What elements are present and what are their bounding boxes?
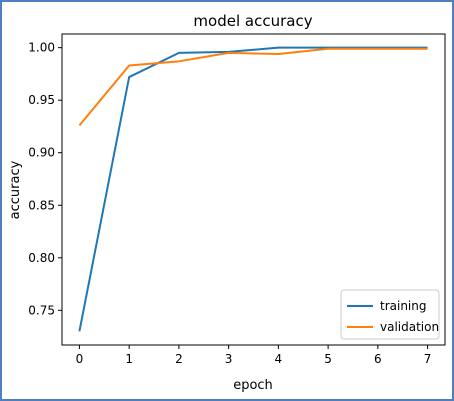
x-tick-label: 4 (275, 352, 283, 366)
y-axis-ticks: 0.75 0.80 0.85 0.90 0.95 1.00 (28, 41, 62, 317)
series-line-validation (78, 47, 428, 127)
x-axis-label: epoch (233, 378, 273, 393)
legend-label-training: training (380, 299, 427, 313)
plot-area (61, 33, 446, 346)
plot-series (78, 46, 428, 332)
y-tick-label: 0.85 (28, 198, 55, 212)
x-axis-ticks: 0 1 2 3 4 5 6 7 (76, 345, 432, 366)
x-tick-label: 2 (175, 352, 183, 366)
x-tick-label: 7 (424, 352, 432, 366)
y-axis-label: accuracy (8, 160, 23, 219)
x-tick-label: 6 (374, 352, 382, 366)
y-tick-label: 0.95 (28, 93, 55, 107)
y-tick-label: 0.90 (28, 146, 55, 160)
y-tick-label: 1.00 (28, 41, 55, 55)
x-tick-label: 3 (225, 352, 233, 366)
x-tick-label: 1 (125, 352, 133, 366)
series-line-training (78, 46, 428, 332)
legend-label-validation: validation (380, 320, 439, 334)
y-tick-label: 0.75 (28, 303, 55, 317)
x-tick-label: 0 (76, 352, 84, 366)
chart-title: model accuracy (193, 12, 312, 30)
y-tick-label: 0.80 (28, 251, 55, 265)
x-tick-label: 5 (324, 352, 332, 366)
legend: training validation (340, 289, 440, 340)
